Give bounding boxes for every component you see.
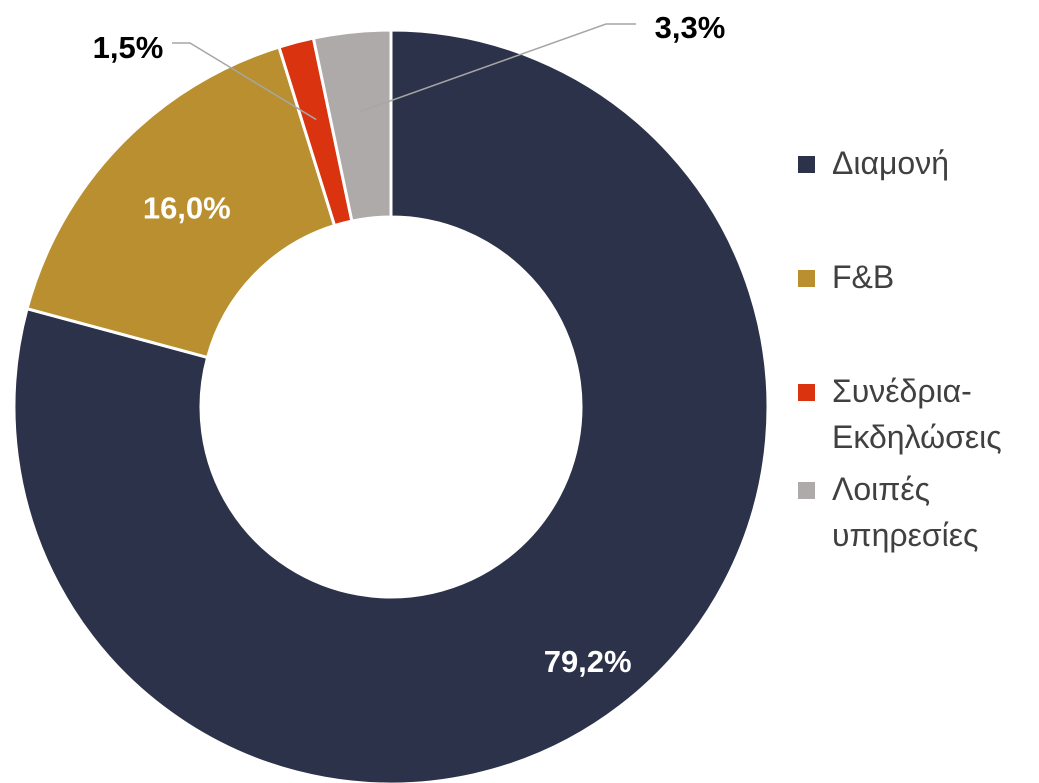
legend-label: Λοιπές υπηρεσίες (832, 471, 979, 553)
leader-line (360, 23, 636, 113)
slice (311, 28, 393, 223)
legend-item: Συνέδρια-Εκδηλώσεις (798, 368, 1038, 460)
data-label: 79,2% (544, 644, 632, 679)
legend-item: Διαμονή (798, 140, 1038, 186)
slice (25, 45, 337, 360)
legend-swatch (798, 270, 815, 287)
legend-swatch (798, 384, 815, 401)
data-label: 3,3% (655, 10, 726, 45)
leader-line (172, 42, 317, 121)
data-label: 1,5% (93, 30, 164, 65)
legend-item: F&B (798, 254, 1038, 300)
legend: Διαμονή F&B Συνέδρια-Εκδηλώσεις Λοιπές υπηρ… (798, 140, 1038, 558)
legend-label: Συνέδρια-Εκδηλώσεις (832, 373, 1002, 455)
legend-swatch (798, 156, 815, 173)
slice (12, 28, 770, 783)
legend-item: Λοιπές υπηρεσίες (798, 466, 1038, 558)
data-label: 16,0% (143, 191, 231, 226)
legend-swatch (798, 482, 815, 499)
legend-label: F&B (832, 259, 895, 295)
legend-label: Διαμονή (832, 145, 950, 181)
